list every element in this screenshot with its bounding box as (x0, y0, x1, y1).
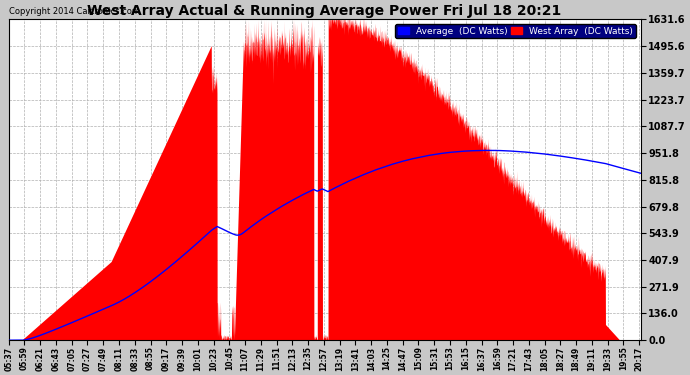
Legend: Average  (DC Watts), West Array  (DC Watts): Average (DC Watts), West Array (DC Watts… (395, 24, 636, 38)
Text: Copyright 2014 Cartronics.com: Copyright 2014 Cartronics.com (9, 7, 139, 16)
Title: West Array Actual & Running Average Power Fri Jul 18 20:21: West Array Actual & Running Average Powe… (88, 4, 562, 18)
